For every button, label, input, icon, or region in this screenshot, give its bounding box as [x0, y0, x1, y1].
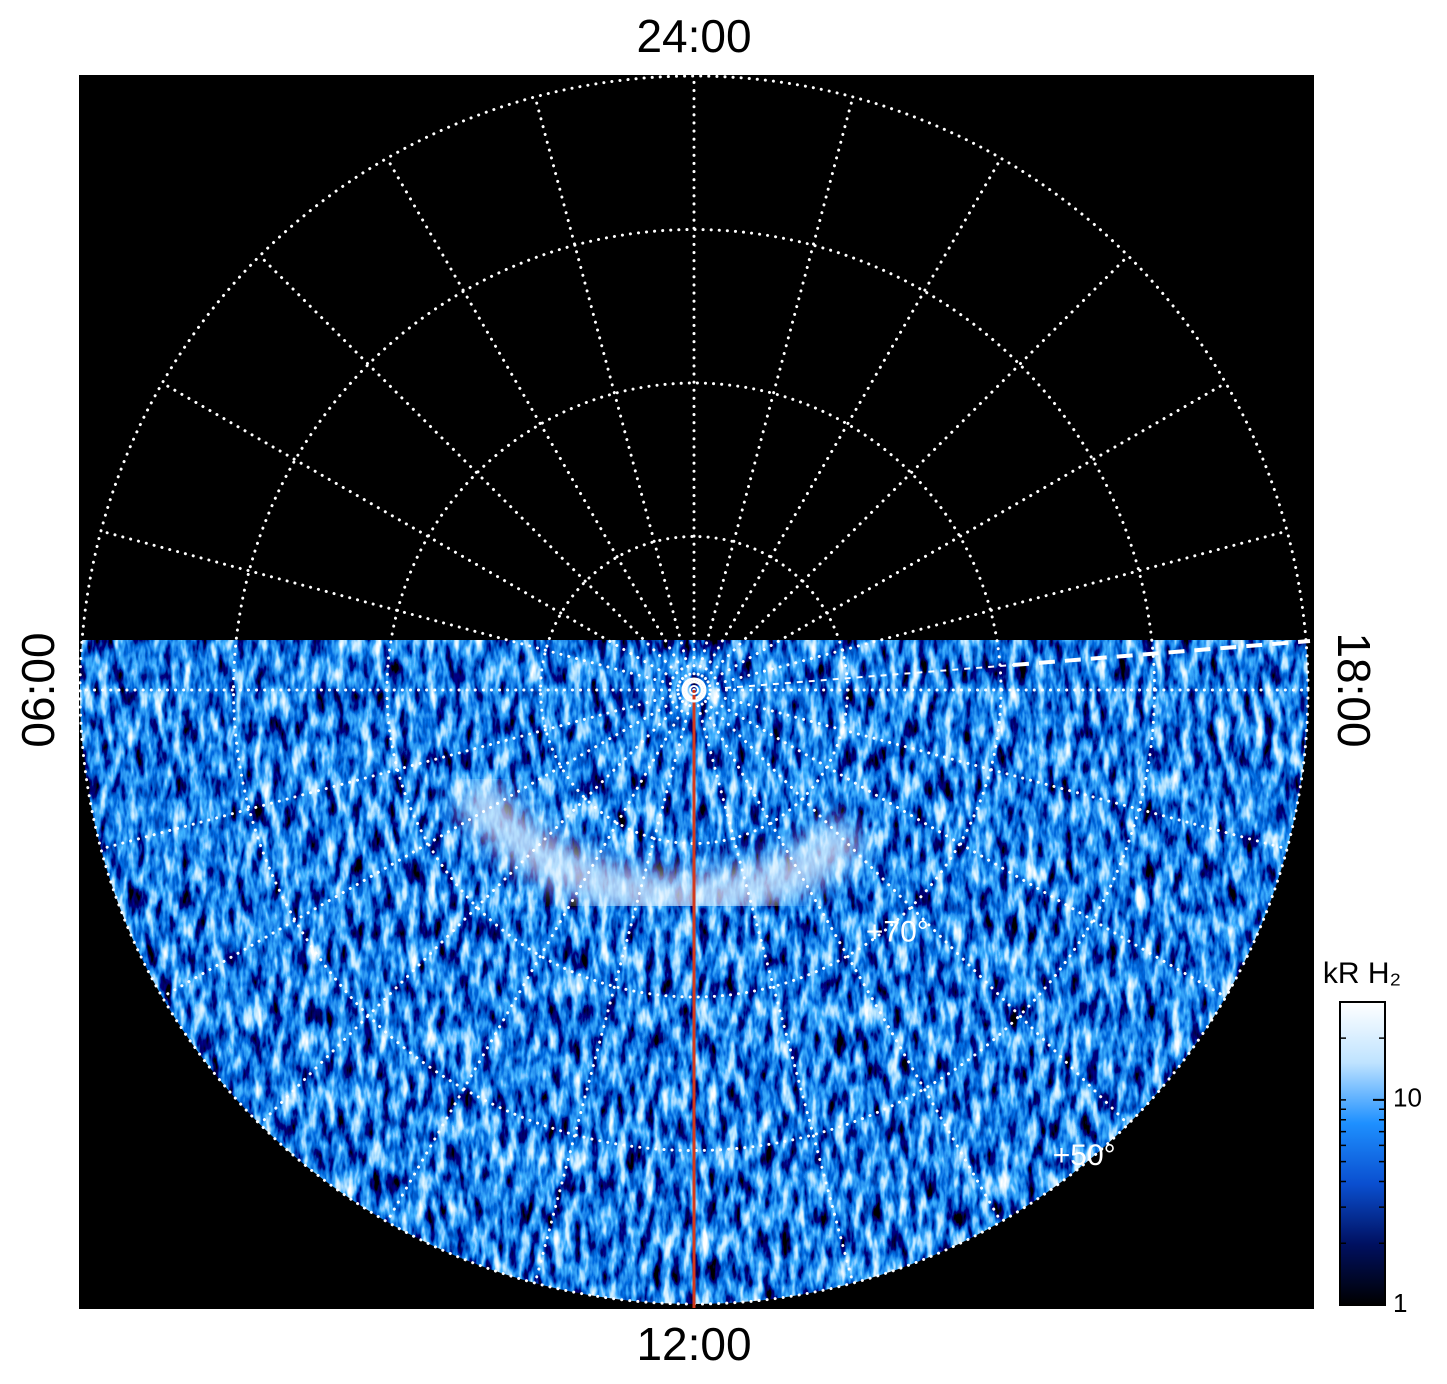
colorbar-title: kR H₂ [1323, 957, 1401, 990]
meridian [160, 688, 696, 999]
local-time-label: 18:00 [1328, 632, 1380, 747]
meridian [692, 529, 1289, 692]
emission [80, 672, 1308, 1304]
meridian [692, 254, 1130, 692]
colorbar-tick-label: 1 [1393, 1288, 1407, 1318]
local-time-label: 06:00 [12, 632, 64, 747]
colorbar-scale [1339, 1001, 1386, 1306]
labels: 24:00 06:00 12:00 18:00 +70° +50° [12, 10, 1380, 1370]
meridian [692, 95, 855, 692]
meridian [692, 156, 1003, 692]
dashed-line [724, 664, 1014, 689]
meridian [99, 688, 696, 851]
meridian [258, 254, 696, 692]
meridian [258, 688, 696, 1126]
meridian [692, 688, 1003, 1224]
emission-map [80, 672, 1308, 1304]
dashed-line [1012, 639, 1311, 667]
meridian [99, 529, 696, 692]
meridian [692, 688, 1228, 999]
meridian [533, 95, 696, 692]
colorbar: kR H₂ 1 10 [1323, 957, 1422, 1318]
meridian [692, 381, 1228, 692]
latitude-label: +50° [1053, 1139, 1116, 1172]
meridian [692, 688, 1130, 1126]
meridian [692, 688, 1289, 851]
auroral-oval [452, 775, 868, 918]
latitude-label: +70° [866, 915, 929, 948]
pole-marker [681, 677, 707, 703]
meridian [160, 381, 696, 692]
pole-marker [689, 685, 699, 695]
local-time-label: 24:00 [636, 10, 751, 62]
meridian [692, 688, 855, 1285]
colorbar-tick-label: 10 [1393, 1083, 1422, 1113]
grid [78, 74, 1310, 1308]
local-time-label: 12:00 [636, 1318, 751, 1370]
meridian [533, 688, 696, 1285]
meridian [385, 156, 696, 692]
meridian [385, 688, 696, 1224]
